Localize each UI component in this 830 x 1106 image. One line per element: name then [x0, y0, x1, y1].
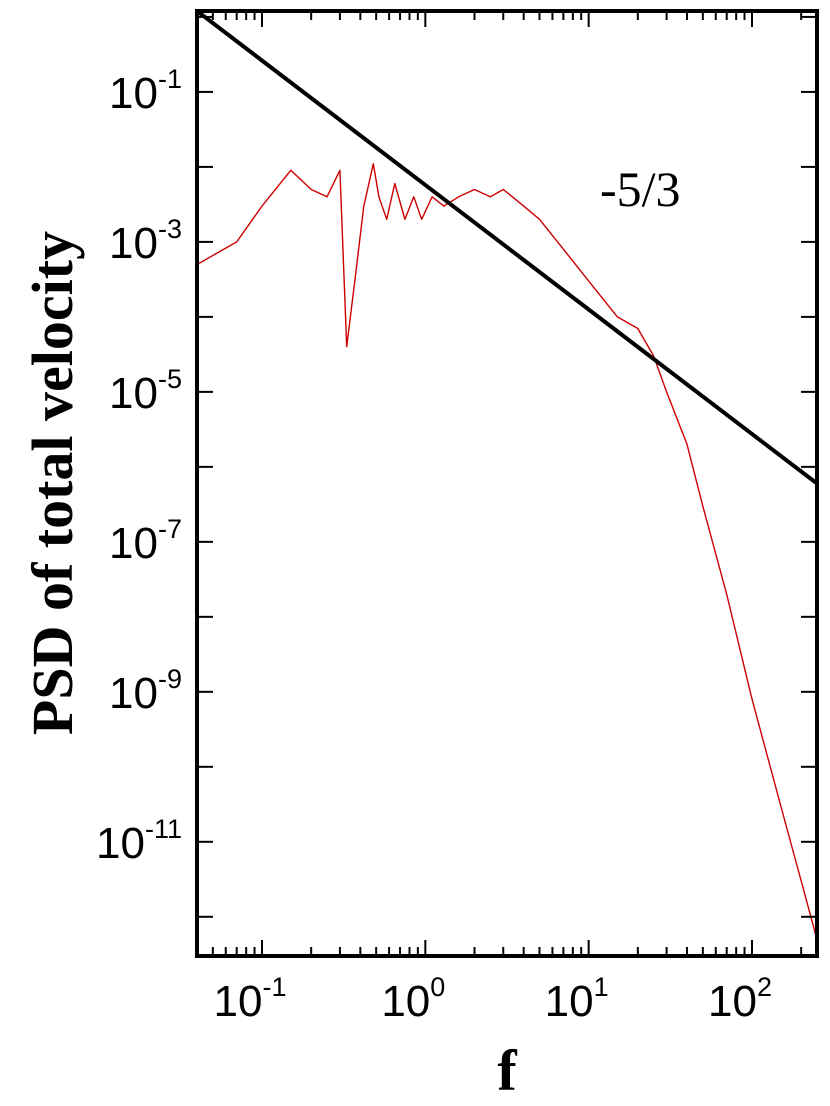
- x-tick-labels: 10-1 100 101 102: [214, 972, 772, 1026]
- x-axis-label: f: [497, 1038, 517, 1103]
- x-tick-marks: [196, 11, 803, 956]
- psd-series-line: [197, 163, 817, 940]
- series-layer: [197, 11, 817, 940]
- x-tick-label: 101: [545, 972, 609, 1026]
- slope-reference-line: [197, 11, 817, 486]
- y-tick-label: 10-5: [109, 364, 182, 418]
- y-tick-label: 10-3: [109, 214, 182, 268]
- x-tick-label: 102: [708, 972, 772, 1026]
- plot-frame: [195, 9, 819, 958]
- slope-annotation: -5/3: [600, 161, 681, 217]
- x-tick-label: 100: [381, 972, 445, 1026]
- y-tick-label: 10-7: [109, 514, 182, 568]
- x-tick-label: 10-1: [214, 972, 287, 1026]
- y-axis-label: PSD of total velocity: [20, 231, 85, 735]
- y-tick-label: 10-9: [109, 664, 182, 718]
- y-tick-label: 10-1: [109, 64, 182, 118]
- y-tick-labels: 10-1 10-3 10-5 10-7 10-9 10-11: [96, 64, 182, 868]
- y-tick-label: 10-11: [96, 814, 182, 868]
- y-tick-marks: [197, 15, 817, 918]
